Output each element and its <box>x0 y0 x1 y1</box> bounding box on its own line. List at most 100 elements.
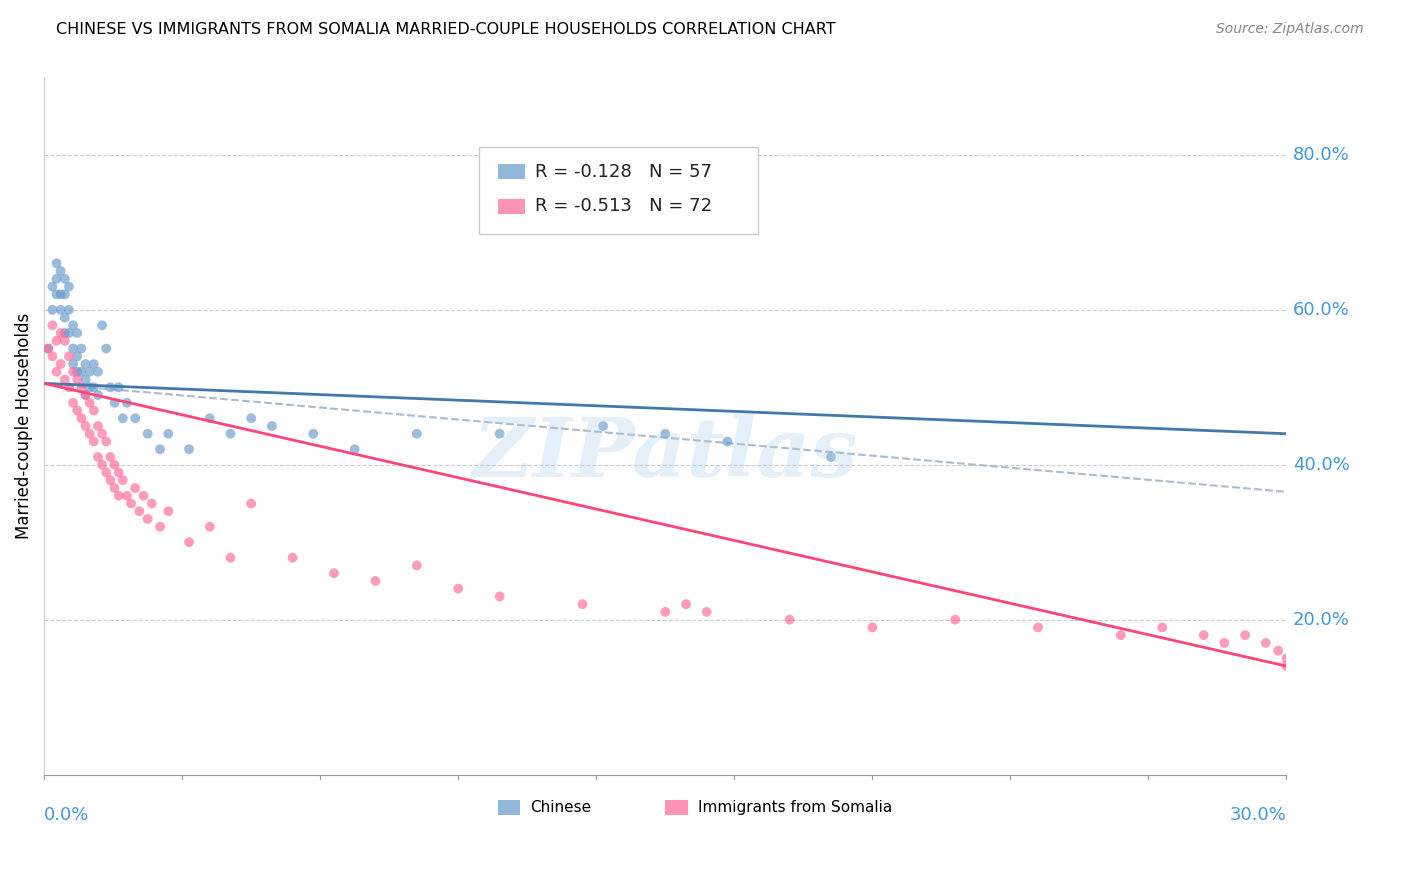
Point <box>83 380 105 394</box>
Point <box>198 411 221 425</box>
Point <box>115 489 138 503</box>
Point <box>58 326 80 340</box>
Point <box>91 426 114 441</box>
Point <box>1192 628 1215 642</box>
Point <box>198 519 221 533</box>
Text: R = -0.513   N = 72: R = -0.513 N = 72 <box>534 197 711 215</box>
Point <box>66 372 89 386</box>
Point <box>488 590 510 604</box>
Point <box>260 419 283 434</box>
Point <box>66 365 89 379</box>
Point <box>79 396 101 410</box>
Point <box>62 342 84 356</box>
Point <box>58 380 80 394</box>
Point <box>115 396 138 410</box>
Point <box>91 318 114 333</box>
Point <box>41 302 63 317</box>
Point <box>149 442 172 457</box>
Point <box>592 419 614 434</box>
Point <box>53 310 76 325</box>
Point <box>141 496 163 510</box>
Point <box>58 302 80 317</box>
Point <box>219 550 242 565</box>
Point <box>124 481 146 495</box>
Point <box>343 442 366 457</box>
Point <box>66 403 89 417</box>
Point <box>79 426 101 441</box>
Point <box>37 342 59 356</box>
Point <box>75 372 97 386</box>
Text: 20.0%: 20.0% <box>1292 611 1350 629</box>
Point <box>53 372 76 386</box>
Point <box>96 342 118 356</box>
Point <box>240 496 263 510</box>
Point <box>41 349 63 363</box>
Point <box>41 318 63 333</box>
Point <box>111 411 134 425</box>
Point <box>488 426 510 441</box>
Point <box>1152 620 1174 634</box>
Point <box>405 426 427 441</box>
Point <box>107 466 129 480</box>
Point <box>41 279 63 293</box>
Point <box>49 264 72 278</box>
Bar <box>498 199 524 214</box>
Point <box>62 365 84 379</box>
Point <box>70 411 93 425</box>
Point <box>716 434 738 449</box>
Point <box>66 349 89 363</box>
Point <box>49 287 72 301</box>
Point <box>100 450 122 464</box>
Point <box>132 489 155 503</box>
Point <box>103 458 125 472</box>
Point <box>49 357 72 371</box>
Point <box>177 535 200 549</box>
Point <box>83 434 105 449</box>
Point <box>49 326 72 340</box>
Point <box>1234 628 1257 642</box>
Point <box>103 396 125 410</box>
Point <box>364 574 387 588</box>
Point <box>58 279 80 293</box>
Point <box>53 272 76 286</box>
Point <box>83 357 105 371</box>
Point <box>66 326 89 340</box>
Point <box>58 349 80 363</box>
Point <box>675 597 697 611</box>
Point <box>45 256 67 270</box>
Point <box>45 334 67 348</box>
Bar <box>498 799 520 815</box>
Point <box>149 519 172 533</box>
Text: Chinese: Chinese <box>530 800 591 814</box>
Point <box>654 605 676 619</box>
Point <box>1275 651 1298 665</box>
Point <box>75 419 97 434</box>
Point <box>87 450 110 464</box>
Point <box>405 558 427 573</box>
Point <box>45 365 67 379</box>
Text: 40.0%: 40.0% <box>1292 456 1350 474</box>
Point <box>70 380 93 394</box>
Point <box>103 481 125 495</box>
Point <box>1267 643 1289 657</box>
Point <box>83 403 105 417</box>
Point <box>120 496 142 510</box>
Bar <box>665 799 688 815</box>
Point <box>157 504 180 518</box>
Text: 80.0%: 80.0% <box>1292 146 1350 164</box>
Point <box>70 342 93 356</box>
Point <box>943 613 966 627</box>
Point <box>128 504 150 518</box>
Point <box>696 605 718 619</box>
Point <box>79 380 101 394</box>
Point <box>157 426 180 441</box>
Point <box>75 388 97 402</box>
Point <box>1254 636 1277 650</box>
Point <box>87 419 110 434</box>
Point <box>447 582 470 596</box>
Point <box>45 272 67 286</box>
Text: 30.0%: 30.0% <box>1230 806 1286 824</box>
Text: R = -0.128   N = 57: R = -0.128 N = 57 <box>534 162 711 180</box>
Point <box>53 287 76 301</box>
Point <box>107 489 129 503</box>
